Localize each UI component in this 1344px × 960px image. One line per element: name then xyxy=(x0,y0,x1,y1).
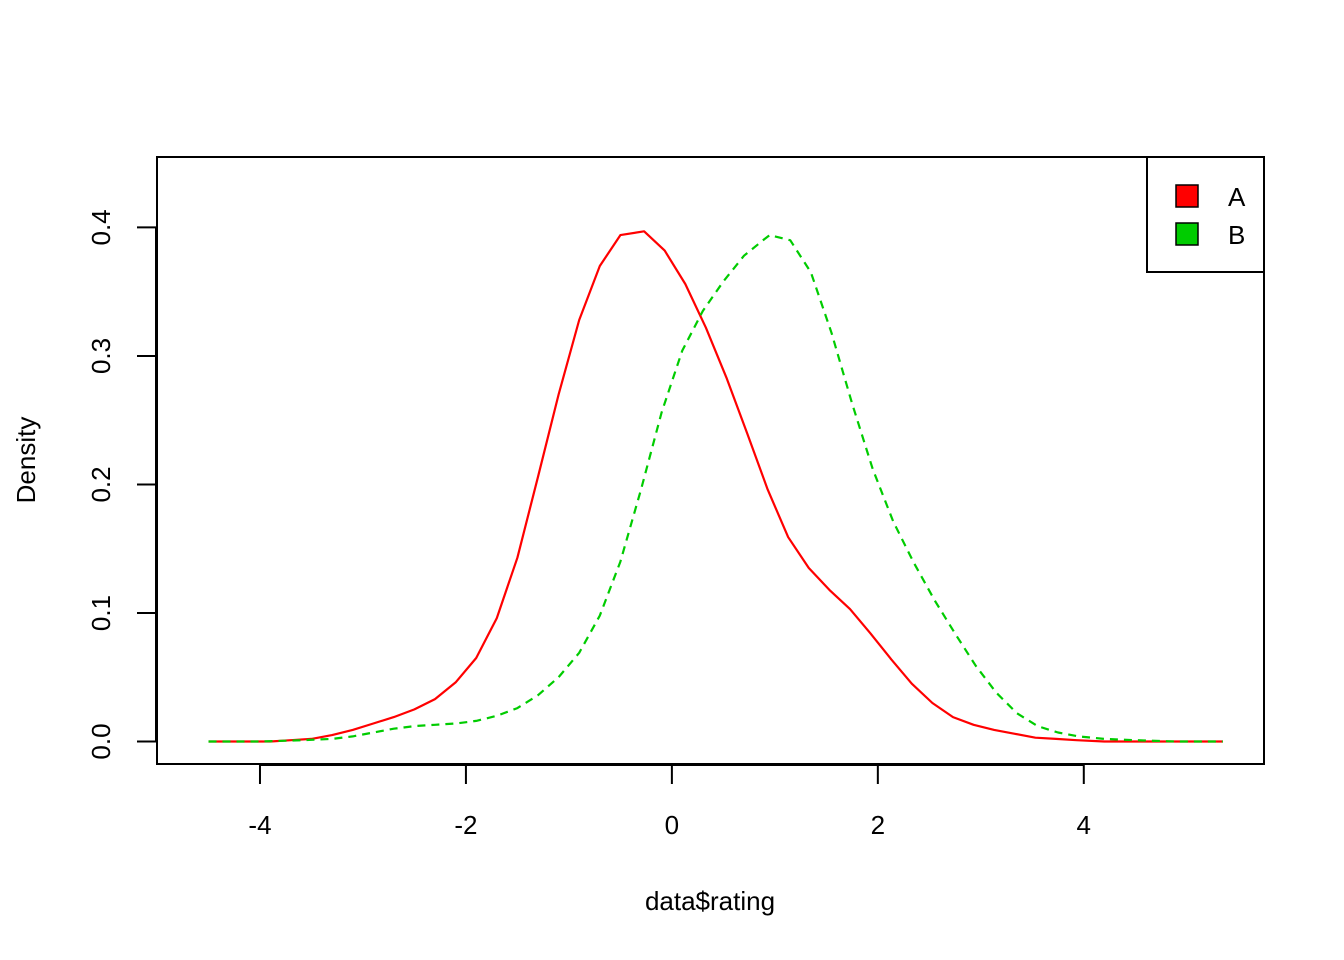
y-axis-title: Density xyxy=(11,417,41,504)
x-axis: -4 -2 0 2 4 xyxy=(248,764,1091,840)
series-b-line xyxy=(208,234,1223,743)
x-tick-label: -2 xyxy=(454,810,477,840)
y-tick-label: 0.1 xyxy=(86,595,116,631)
legend-label-b: B xyxy=(1228,220,1245,250)
x-tick-label: 2 xyxy=(871,810,885,840)
legend: AB xyxy=(1146,156,1265,273)
y-tick-label: 0.0 xyxy=(86,723,116,759)
plot-frame xyxy=(156,156,1265,765)
legend-box xyxy=(1146,156,1265,273)
legend-swatch-b xyxy=(1175,222,1199,246)
legend-label-a: A xyxy=(1228,182,1246,212)
y-tick-label: 0.4 xyxy=(86,209,116,245)
x-tick-label: -4 xyxy=(248,810,271,840)
x-tick-label: 0 xyxy=(665,810,679,840)
y-tick-label: 0.2 xyxy=(86,466,116,502)
x-axis-title: data$rating xyxy=(645,886,775,916)
series-layer xyxy=(208,230,1223,743)
series-a-line xyxy=(208,230,1223,743)
y-axis: 0.0 0.1 0.2 0.3 0.4 xyxy=(86,209,157,760)
y-tick-label: 0.3 xyxy=(86,338,116,374)
legend-swatch-a xyxy=(1175,184,1199,208)
x-tick-label: 4 xyxy=(1077,810,1091,840)
